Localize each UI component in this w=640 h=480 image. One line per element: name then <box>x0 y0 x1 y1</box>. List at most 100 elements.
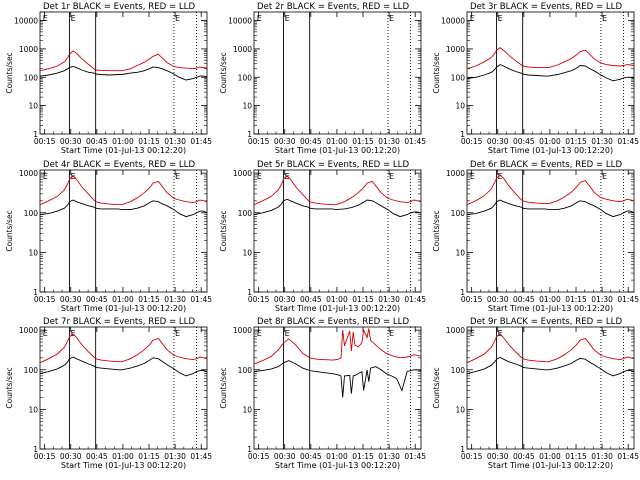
x-tick-label: 01:45 <box>190 137 212 146</box>
series-line-lld <box>254 175 421 206</box>
y-tick-label: 1 <box>33 445 38 454</box>
e-marker: E <box>175 14 180 23</box>
x-tick-label: 01:30 <box>378 295 400 304</box>
series-line-events <box>467 64 634 82</box>
e-marker: E <box>175 172 180 181</box>
series-group <box>467 47 634 82</box>
panel-title: Det 3r BLACK = Events, RED = LLD <box>470 2 622 12</box>
x-tick-label: 00:30 <box>274 452 296 461</box>
series-group <box>40 175 207 218</box>
series-line-lld <box>40 333 207 364</box>
e-marker: E <box>470 172 475 181</box>
x-tick-label: 00:30 <box>487 137 509 146</box>
y-tick-label: 1 <box>247 130 252 139</box>
e-marker: E <box>71 14 76 23</box>
x-tick-label: 01:45 <box>190 295 212 304</box>
x-axis-label: Start Time (01-Jul-13 00:12:20) <box>275 461 400 470</box>
y-tick-label: 1 <box>460 288 465 297</box>
e-marker: E <box>257 14 262 23</box>
series-line-lld <box>40 175 207 206</box>
x-tick-label: 00:15 <box>34 295 56 304</box>
x-tick-label: 01:15 <box>352 295 374 304</box>
x-axis-label: Start Time (01-Jul-13 00:12:20) <box>61 304 186 313</box>
e-marker: E <box>175 329 180 338</box>
x-tick-label: 01:45 <box>617 137 639 146</box>
x-tick-label: 00:45 <box>513 295 535 304</box>
y-tick-label: 1000 <box>446 169 465 178</box>
series-line-events <box>40 199 207 218</box>
y-axis-label: Counts/sec <box>219 52 228 93</box>
series-group <box>40 50 207 81</box>
panel-title: Det 5r BLACK = Events, RED = LLD <box>257 160 409 170</box>
x-tick-label: 01:15 <box>352 137 374 146</box>
panel-det-8: Det 8r BLACK = Events, RED = LLD Counts/s… <box>219 317 426 470</box>
panel-title: Det 1r BLACK = Events, RED = LLD <box>43 2 195 12</box>
x-tick-label: 00:45 <box>300 295 322 304</box>
series-group <box>40 333 207 377</box>
y-tick-label: 1 <box>33 130 38 139</box>
x-tick-label: 00:30 <box>274 295 296 304</box>
x-tick-label: 01:00 <box>539 452 561 461</box>
x-tick-label: 01:15 <box>138 452 160 461</box>
series-line-events <box>254 198 421 218</box>
y-tick-label: 100 <box>238 209 253 218</box>
x-tick-label: 01:15 <box>565 452 587 461</box>
x-axis-label: Start Time (01-Jul-13 00:12:20) <box>275 146 400 155</box>
e-marker: E <box>602 329 607 338</box>
panel-title: Det 2r BLACK = Events, RED = LLD <box>257 2 409 12</box>
e-marker: E <box>498 172 503 181</box>
x-tick-label: 01:00 <box>326 295 348 304</box>
panel-title: Det 8r BLACK = Events, RED = LLD <box>257 317 409 327</box>
plot-frame <box>466 169 635 293</box>
e-marker: E <box>602 14 607 23</box>
series-line-events <box>254 360 421 398</box>
y-tick-label: 10 <box>455 248 465 257</box>
e-marker: E <box>470 329 475 338</box>
x-tick-label: 01:30 <box>378 137 400 146</box>
panel-det-7: Det 7r BLACK = Events, RED = LLD Counts/s… <box>5 317 212 470</box>
x-tick-label: 01:45 <box>617 295 639 304</box>
x-tick-label: 01:30 <box>591 295 613 304</box>
y-tick-label: 1000 <box>233 169 252 178</box>
x-tick-label: 01:30 <box>591 137 613 146</box>
x-tick-label: 00:15 <box>248 452 270 461</box>
plot-frame <box>253 326 422 450</box>
x-tick-label: 01:15 <box>565 137 587 146</box>
panel-title: Det 4r BLACK = Events, RED = LLD <box>43 160 195 170</box>
x-tick-label: 00:30 <box>487 295 509 304</box>
x-tick-label: 01:30 <box>164 295 186 304</box>
series-line-events <box>467 199 634 218</box>
y-axis-label: Counts/sec <box>219 210 228 251</box>
y-tick-label: 10000 <box>441 17 465 26</box>
x-tick-label: 00:30 <box>274 137 296 146</box>
plot-frame <box>253 11 422 135</box>
x-tick-label: 01:45 <box>404 295 426 304</box>
y-tick-label: 100 <box>24 366 39 375</box>
y-tick-label: 1 <box>33 288 38 297</box>
y-axis-label: Counts/sec <box>432 367 441 408</box>
x-tick-label: 01:45 <box>190 452 212 461</box>
y-tick-label: 100 <box>238 366 253 375</box>
panel-title: Det 9r BLACK = Events, RED = LLD <box>470 317 622 327</box>
y-tick-label: 1000 <box>446 45 465 54</box>
y-tick-label: 100 <box>451 209 466 218</box>
x-axis-label: Start Time (01-Jul-13 00:12:20) <box>275 304 400 313</box>
x-tick-label: 00:15 <box>248 295 270 304</box>
panel-det-9: Det 9r BLACK = Events, RED = LLD Counts/s… <box>432 317 639 470</box>
plot-frame <box>39 169 208 293</box>
x-tick-label: 01:15 <box>138 295 160 304</box>
e-marker: E <box>602 172 607 181</box>
e-marker: E <box>43 329 48 338</box>
y-tick-label: 100 <box>451 73 466 82</box>
plot-frame <box>39 326 208 450</box>
series-group <box>467 333 634 377</box>
series-group <box>254 328 421 398</box>
panel-det-6: Det 6r BLACK = Events, RED = LLD Counts/s… <box>432 160 639 313</box>
series-line-events <box>40 356 207 377</box>
y-tick-label: 100 <box>238 73 253 82</box>
x-tick-label: 00:45 <box>86 295 108 304</box>
y-tick-label: 10 <box>455 405 465 414</box>
x-tick-label: 01:45 <box>617 452 639 461</box>
e-marker: E <box>43 14 48 23</box>
